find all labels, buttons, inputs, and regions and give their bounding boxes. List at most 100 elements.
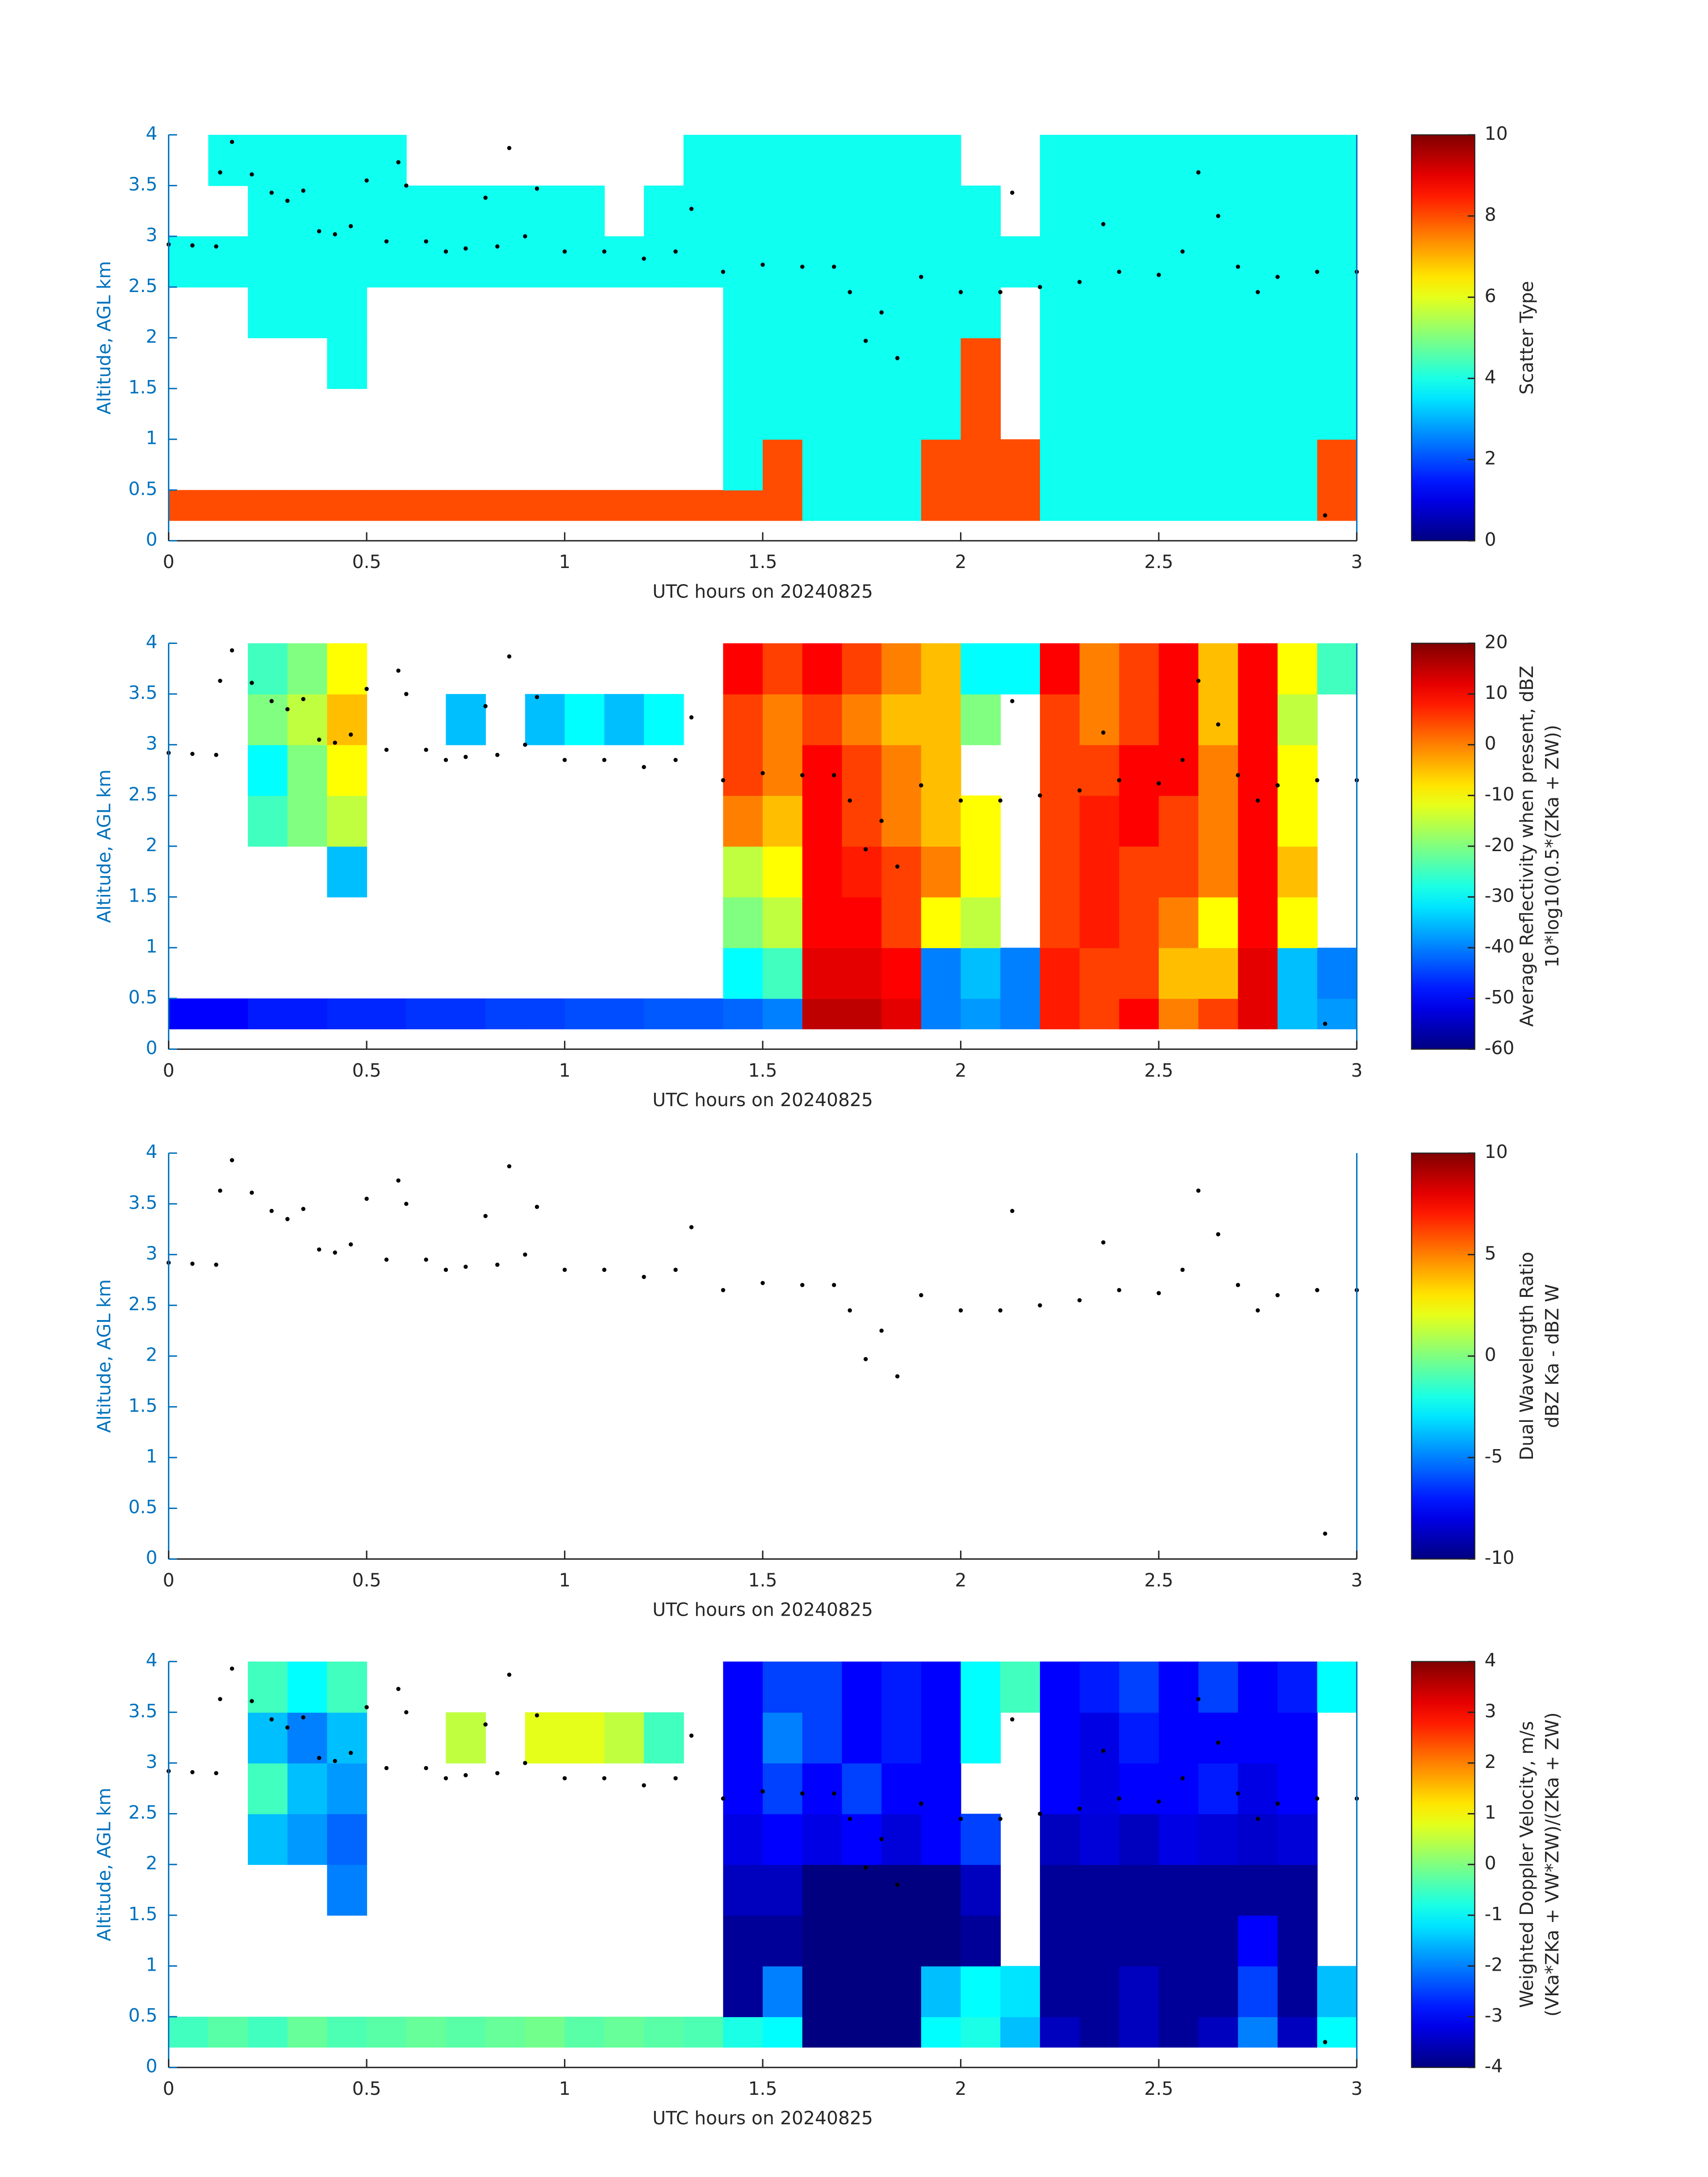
colorbar-label: (VKa*ZKa + VW*ZW)/(ZKa + ZW) xyxy=(1541,1712,1563,2016)
heat-cell xyxy=(208,998,248,1029)
point xyxy=(230,1158,234,1162)
point xyxy=(958,1308,963,1313)
point xyxy=(396,1687,401,1691)
point xyxy=(1323,2040,1328,2044)
heat-cell xyxy=(723,643,764,695)
heat-cell xyxy=(1040,134,1080,186)
heat-cell xyxy=(723,998,764,1029)
point xyxy=(879,1329,884,1333)
y-tick-label: 2 xyxy=(146,834,157,856)
colorbar-tick-label: -50 xyxy=(1485,986,1515,1008)
heat-cell xyxy=(1278,287,1318,338)
heat-cell xyxy=(208,2017,248,2048)
heat-cell xyxy=(723,2017,764,2048)
heat-cell xyxy=(1159,338,1199,389)
heat-cell xyxy=(525,185,565,237)
colorbar-tick-label: 2 xyxy=(1485,447,1496,469)
heat-cell xyxy=(1079,948,1120,999)
point xyxy=(642,1783,646,1788)
heat-cell xyxy=(802,1915,843,1967)
heat-cell xyxy=(1079,897,1120,949)
point xyxy=(396,1178,401,1183)
heat-cell xyxy=(802,1864,843,1916)
y-tick-label: 1.5 xyxy=(128,376,157,398)
heat-cell xyxy=(564,998,605,1029)
heat-cell xyxy=(1040,389,1080,440)
heat-cell xyxy=(406,490,447,521)
point xyxy=(1323,1531,1328,1536)
point xyxy=(404,183,409,188)
point xyxy=(507,1672,512,1677)
y-tick-label: 0.5 xyxy=(128,478,157,499)
heat-cell xyxy=(763,795,803,847)
heat-cell xyxy=(763,1661,803,1713)
heat-cell xyxy=(921,948,961,999)
heat-cell xyxy=(921,694,961,745)
y-tick-label: 3.5 xyxy=(128,1192,157,1213)
heat-cell xyxy=(1278,185,1318,237)
heat-cell xyxy=(1079,1661,1120,1713)
heat-cell xyxy=(802,846,843,898)
heat-cell xyxy=(1119,287,1159,338)
point xyxy=(1315,269,1320,274)
heat-cell xyxy=(683,998,724,1029)
heat-cell xyxy=(525,490,565,521)
heat-cell xyxy=(763,1712,803,1763)
point xyxy=(495,244,500,249)
heat-cell xyxy=(881,287,922,338)
heat-cell xyxy=(1079,846,1120,898)
heat-cell xyxy=(763,694,803,745)
heat-cell xyxy=(1040,846,1080,898)
heat-cell xyxy=(763,846,803,898)
heat-cell xyxy=(327,744,367,796)
point xyxy=(879,819,884,823)
point xyxy=(214,1262,218,1267)
heat-cell xyxy=(723,287,764,338)
colorbar-tick-label: -60 xyxy=(1485,1037,1515,1058)
point xyxy=(250,1191,254,1195)
heat-cell xyxy=(723,1712,764,1763)
heat-cell xyxy=(643,998,684,1029)
heat-cell xyxy=(763,2017,803,2048)
point xyxy=(483,1722,488,1727)
point xyxy=(507,654,512,659)
heat-cell xyxy=(921,1712,961,1763)
point xyxy=(190,1262,195,1266)
heat-cell xyxy=(485,2017,526,2048)
x-tick-label: 1.5 xyxy=(748,551,777,572)
heat-cell xyxy=(960,1915,1001,1967)
y-axis-label: Altitude, AGL km xyxy=(93,1279,115,1433)
heat-cell xyxy=(1040,643,1080,695)
y-tick-label: 2 xyxy=(146,1344,157,1366)
point xyxy=(1077,1806,1082,1811)
heat-cell xyxy=(1000,1966,1040,2018)
heat-cell xyxy=(1000,439,1040,491)
heat-cell xyxy=(1238,185,1278,237)
y-tick-label: 3.5 xyxy=(128,174,157,195)
point xyxy=(760,263,765,267)
y-tick-label: 3.5 xyxy=(128,1700,157,1722)
point xyxy=(317,229,322,234)
heat-cell xyxy=(525,1712,565,1763)
heat-cell xyxy=(1278,389,1318,440)
heat-cell xyxy=(763,287,803,338)
point xyxy=(1315,1796,1320,1801)
heat-cell xyxy=(1198,1763,1239,1814)
point xyxy=(760,1281,765,1285)
point xyxy=(689,1225,694,1229)
x-tick-label: 2.5 xyxy=(1144,551,1173,572)
heat-cell xyxy=(842,897,882,949)
point xyxy=(1275,1801,1280,1806)
heat-cell xyxy=(842,134,882,186)
heat-cell xyxy=(723,1661,764,1713)
heat-cell xyxy=(367,185,407,237)
colorbar-tick-label: -1 xyxy=(1485,1903,1503,1925)
heat-cell xyxy=(1119,694,1159,745)
point xyxy=(190,243,195,248)
point xyxy=(602,1776,607,1780)
heat-cell xyxy=(1317,134,1357,186)
heat-cell xyxy=(763,1966,803,2018)
heat-cell xyxy=(842,439,882,491)
heat-cell xyxy=(643,185,684,237)
heat-cell xyxy=(1159,744,1199,796)
